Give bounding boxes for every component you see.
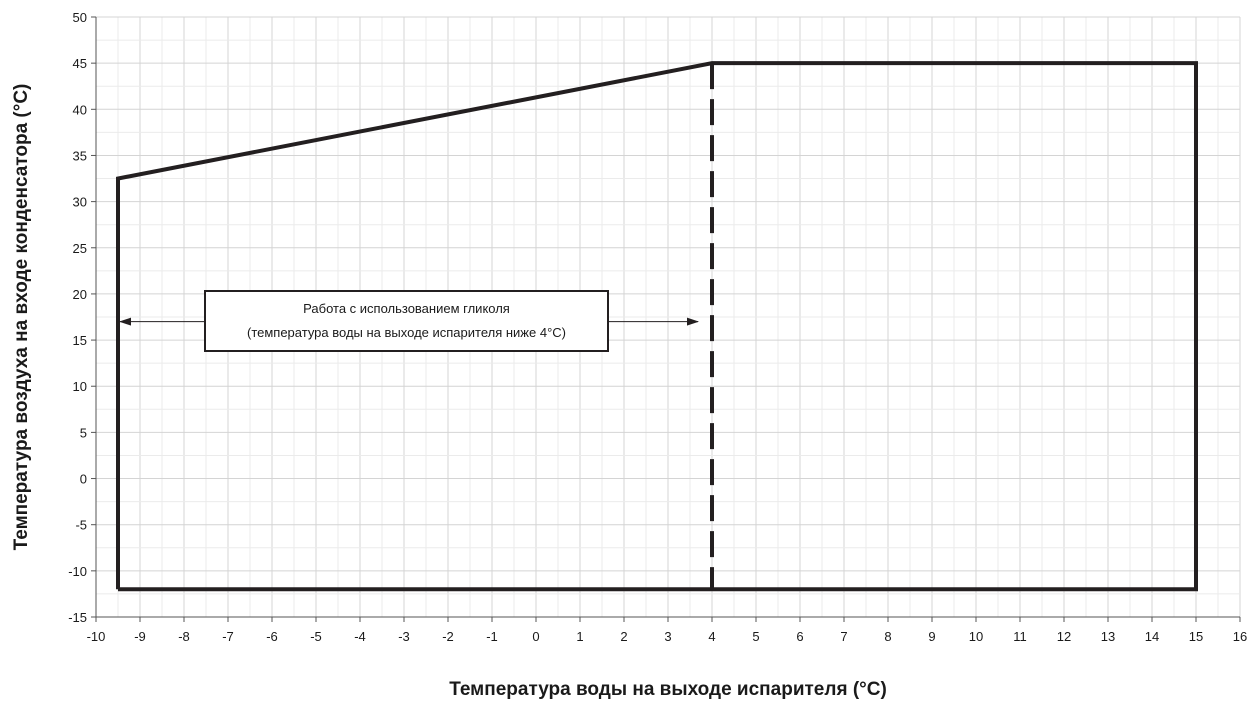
y-tick-label: 10 xyxy=(73,379,87,394)
annotation-line-2: (температура воды на выходе испарителя н… xyxy=(247,325,566,340)
y-tick-label: 5 xyxy=(80,425,87,440)
x-tick-label: 4 xyxy=(708,629,715,644)
x-tick-label: -9 xyxy=(134,629,146,644)
y-tick-label: -10 xyxy=(68,564,87,579)
x-tick-label: 6 xyxy=(796,629,803,644)
x-tick-label: -2 xyxy=(442,629,454,644)
x-tick-label: -1 xyxy=(486,629,498,644)
annotation: Работа с использованием гликоля (темпера… xyxy=(119,290,699,352)
x-tick-label: 0 xyxy=(532,629,539,644)
x-tick-label: -7 xyxy=(222,629,234,644)
x-tick-label: -10 xyxy=(87,629,106,644)
x-tick-label: -8 xyxy=(178,629,190,644)
x-tick-label: 14 xyxy=(1145,629,1159,644)
y-tick-label: 40 xyxy=(73,102,87,117)
x-tick-label: 16 xyxy=(1233,629,1247,644)
x-tick-label: -4 xyxy=(354,629,366,644)
y-tick-label: 45 xyxy=(73,56,87,71)
y-axis-title: Температура воздуха на входе конденсатор… xyxy=(11,84,32,551)
annotation-box xyxy=(204,290,609,352)
x-tick-label: 2 xyxy=(620,629,627,644)
x-tick-label: 13 xyxy=(1101,629,1115,644)
x-tick-label: 15 xyxy=(1189,629,1203,644)
y-tick-label: 20 xyxy=(73,287,87,302)
x-tick-label: 5 xyxy=(752,629,759,644)
x-tick-label: 3 xyxy=(664,629,671,644)
axes xyxy=(91,16,1241,622)
x-tick-label: 1 xyxy=(576,629,583,644)
x-axis-title: Температура воды на выходе испарителя (°… xyxy=(449,679,887,700)
x-tick-label: 7 xyxy=(840,629,847,644)
y-tick-label: 25 xyxy=(73,241,87,256)
x-tick-label: -5 xyxy=(310,629,322,644)
annotation-line-1: Работа с использованием гликоля xyxy=(303,301,510,316)
y-tick-label: -15 xyxy=(68,610,87,625)
data-series xyxy=(116,61,1198,592)
x-tick-label: 11 xyxy=(1013,629,1027,644)
x-tick-label: 9 xyxy=(928,629,935,644)
x-tick-label: 10 xyxy=(969,629,983,644)
x-tick-label: 8 xyxy=(884,629,891,644)
y-tick-label: 15 xyxy=(73,333,87,348)
y-tick-label: 35 xyxy=(73,148,87,163)
tick-labels: -10 -9 -8 -7 -6 -5 -4 -3 -2 -1 0 1 2 3 4 5 6 7 8 9 10 11 12 13 1… xyxy=(68,10,1247,644)
y-tick-label: 30 xyxy=(73,195,87,210)
y-tick-label: -5 xyxy=(75,518,87,533)
y-tick-label: 50 xyxy=(73,10,87,25)
x-tick-label: -3 xyxy=(398,629,410,644)
y-tick-label: 0 xyxy=(80,472,87,487)
x-tick-label: -6 xyxy=(266,629,278,644)
x-tick-label: 12 xyxy=(1057,629,1071,644)
series-line-solid xyxy=(116,61,1198,592)
